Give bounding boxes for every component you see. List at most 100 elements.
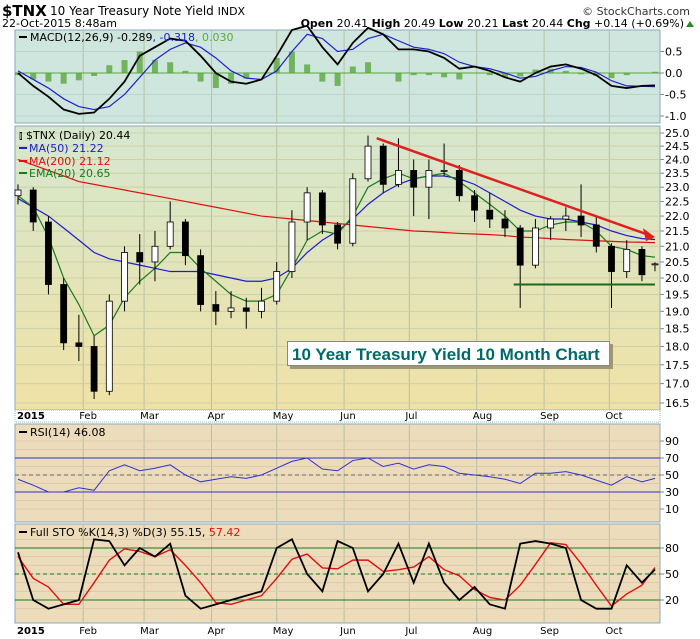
price-tick-label: 22.5 (665, 195, 690, 208)
macd-histogram-bar (441, 73, 448, 78)
ema20-value: 20.65 (79, 167, 111, 180)
candle-body (334, 224, 341, 244)
price-tick-label: 21.5 (665, 225, 690, 238)
credit[interactable]: © StockCharts.com (582, 5, 690, 18)
ma50-legend: MA(50) 21.22 (29, 142, 104, 155)
macd-value: -0.289 (117, 31, 152, 44)
low-value: 20.21 (467, 17, 499, 30)
chg-value: +0.14 (+0.69%) (594, 17, 684, 30)
low-label: Low (438, 17, 464, 30)
macd-histogram-bar (578, 73, 585, 75)
candle-body (532, 227, 539, 266)
trendline (376, 137, 650, 237)
candle-body (303, 192, 311, 223)
ema20-swatch (19, 172, 27, 174)
macd-tick-label: 0.5 (665, 46, 683, 59)
price-tick-label: 19.5 (665, 288, 690, 301)
macd-histogram-bar (425, 73, 432, 76)
chg-label: Chg (566, 17, 591, 30)
macd-histogram-bar (486, 73, 493, 76)
macd-histogram-bar (91, 73, 98, 77)
price-tick-label: 21.0 (665, 240, 690, 253)
macd-histogram-bar (121, 60, 128, 73)
candle-body (121, 252, 128, 302)
price-tick-label: 23.0 (665, 181, 690, 194)
macd-histogram-bar (562, 70, 569, 73)
sto-tick-label: 20 (665, 594, 679, 607)
sto-k-line (17, 538, 656, 610)
macd-legend: MACD(12,26,9) -0.289, -0.318, 0.030 (30, 31, 233, 44)
month-label: Aug (473, 626, 493, 637)
exchange: INDX (217, 5, 246, 18)
candle-body (623, 248, 631, 272)
candle-body (227, 307, 235, 312)
month-label: Mar (140, 626, 160, 637)
candle-body (577, 215, 585, 226)
macd-histogram-bar (136, 51, 143, 73)
ma200-value: 21.12 (79, 155, 111, 168)
candle-body (14, 189, 22, 197)
candle-body (364, 145, 372, 180)
sto-tick-label: 50 (665, 568, 679, 581)
candle-body (486, 209, 494, 220)
candle-body (562, 215, 570, 220)
rsi-label: RSI(14) (30, 426, 70, 439)
candle-body (105, 300, 113, 392)
month-label: Feb (79, 626, 97, 637)
macd-histogram-bar (501, 73, 508, 78)
month-label: Jul (404, 411, 417, 422)
price-tick-label: 17.0 (665, 378, 690, 391)
macd-histogram-bar (608, 73, 615, 79)
price-tick-label: 24.0 (665, 154, 690, 167)
sto-d-value: 57.42 (209, 526, 241, 539)
candle-icon: ⫾ (19, 129, 26, 142)
price-tick-label: 23.5 (665, 167, 690, 180)
macd-histogram-bar (410, 73, 417, 76)
candle-body (638, 248, 646, 276)
macd-histogram-bar (304, 64, 311, 73)
macd-line (17, 24, 656, 115)
macd-histogram-bar (212, 73, 219, 89)
macd-histogram-bar (151, 60, 158, 73)
candle-body (501, 218, 509, 229)
high-label: High (371, 17, 401, 30)
ma200-legend: MA(200) 21.12 (29, 155, 111, 168)
candle-body (166, 221, 174, 247)
rsi-value: 46.08 (74, 426, 106, 439)
macd-tick-label: -1.0 (665, 110, 686, 123)
macd-histogram-bar (334, 73, 341, 86)
rsi-tick-label: 10 (665, 503, 679, 516)
sto-label: Full STO %K(14,3) %D(3) (30, 526, 167, 539)
macd-histogram-bar (623, 73, 630, 76)
chart-annotation: 10 Year Treasury Yield 10 Month Chart (287, 341, 610, 366)
candle-body (440, 170, 448, 172)
histogram-value: 0.030 (202, 31, 234, 44)
price-tick-label: 19.0 (665, 305, 690, 318)
rsi-panel (14, 423, 661, 523)
month-label: Aug (473, 411, 493, 422)
timestamp: 22-Oct-2015 8:48am (2, 17, 117, 30)
candle-body (425, 170, 433, 188)
month-label: Sep (540, 626, 559, 637)
candle-body (288, 221, 296, 272)
month-label: Oct (605, 411, 622, 422)
macd-histogram-bar (273, 57, 280, 73)
month-label: Apr (207, 411, 225, 422)
ma200-swatch (19, 160, 27, 162)
date-axis-strip (14, 409, 661, 423)
month-label: Apr (207, 626, 225, 637)
signal-value: -0.318 (160, 31, 195, 44)
month-label: 2015 (17, 411, 45, 422)
candle-body (651, 263, 659, 266)
rsi-tick-label: 50 (665, 469, 679, 482)
price-tick-label: 17.5 (665, 359, 690, 372)
last-label: Last (502, 17, 529, 30)
macd-histogram-bar (60, 73, 67, 84)
candle-body (471, 195, 478, 211)
macd-tick-label: 0.0 (665, 67, 683, 80)
ma50-value: 21.22 (72, 142, 104, 155)
candle-body (379, 145, 387, 185)
price-tick-label: 18.5 (665, 323, 690, 336)
candle-body (608, 245, 615, 272)
